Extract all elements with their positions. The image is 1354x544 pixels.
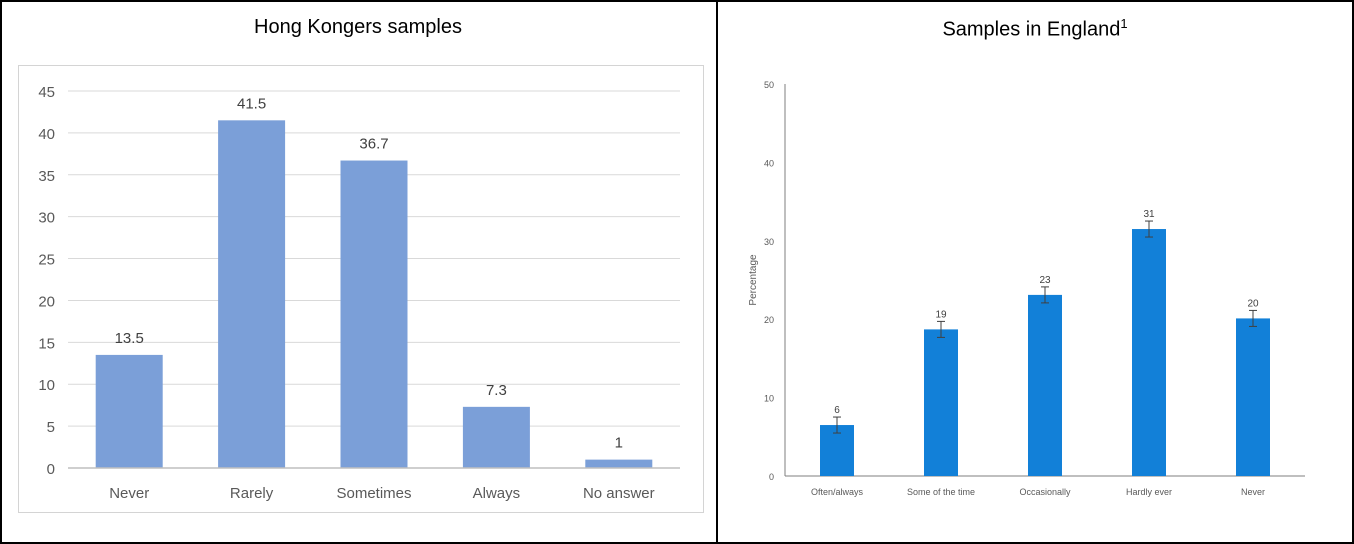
y-tick-label: 20 — [764, 315, 774, 325]
data-label: 20 — [1247, 298, 1259, 309]
y-tick-label: 40 — [38, 126, 55, 143]
y-tick-label: 5 — [47, 419, 55, 436]
data-label: 1 — [615, 435, 623, 452]
y-tick-label: 45 — [38, 84, 55, 101]
y-tick-label: 50 — [764, 80, 774, 90]
panel-title-hong-kong: Hong Kongers samples — [0, 16, 716, 39]
data-label: 31 — [1143, 209, 1155, 220]
x-tick-label: Rarely — [230, 485, 274, 502]
y-tick-label: 35 — [38, 168, 55, 185]
x-tick-label: Some of the time — [907, 487, 975, 497]
x-tick-label: Always — [473, 485, 521, 502]
bar — [218, 120, 286, 469]
data-label: 13.5 — [115, 330, 144, 347]
bar — [462, 406, 530, 468]
panel-title-text: Hong Kongers samples — [254, 16, 462, 38]
chart-border — [18, 65, 704, 513]
data-label: 41.5 — [237, 95, 266, 112]
y-tick-label: 0 — [47, 461, 55, 478]
y-tick-label: 30 — [38, 210, 55, 227]
x-tick-label: Hardly ever — [1126, 487, 1172, 497]
y-tick-label: 25 — [38, 252, 55, 269]
x-tick-label: No answer — [583, 485, 655, 502]
y-axis-label: Percentage — [748, 254, 759, 306]
bar — [1132, 229, 1166, 476]
x-tick-label: Never — [1241, 487, 1265, 497]
x-tick-label: Sometimes — [336, 485, 411, 502]
bar — [340, 160, 408, 468]
bar — [585, 459, 653, 468]
y-tick-label: 15 — [38, 335, 55, 352]
bar — [924, 329, 958, 476]
data-label: 7.3 — [486, 382, 507, 399]
footnote-marker: 1 — [1120, 16, 1128, 31]
bar — [1028, 294, 1062, 476]
data-label: 6 — [834, 405, 840, 416]
y-tick-label: 10 — [764, 394, 774, 404]
panel-title-text: Samples in England — [942, 18, 1121, 41]
y-tick-label: 30 — [764, 237, 774, 247]
panel-title-england: Samples in England1 — [718, 16, 1352, 42]
y-tick-label: 20 — [38, 293, 55, 310]
bar — [1236, 318, 1270, 476]
x-tick-label: Never — [109, 485, 149, 502]
x-tick-label: Occasionally — [1019, 487, 1071, 497]
data-label: 23 — [1039, 275, 1051, 286]
y-tick-label: 10 — [38, 377, 55, 394]
y-tick-label: 40 — [764, 158, 774, 168]
panel-divider — [716, 0, 718, 544]
y-tick-label: 0 — [769, 472, 774, 482]
bar — [95, 354, 163, 468]
x-tick-label: Often/always — [811, 487, 864, 497]
data-label: 36.7 — [359, 136, 388, 153]
data-label: 19 — [935, 309, 947, 320]
hong-kong-bar-chart: 0 5 10 15 20 25 30 35 40 45 13.5 Never 41.5 Rarely 36.… — [38, 84, 680, 502]
